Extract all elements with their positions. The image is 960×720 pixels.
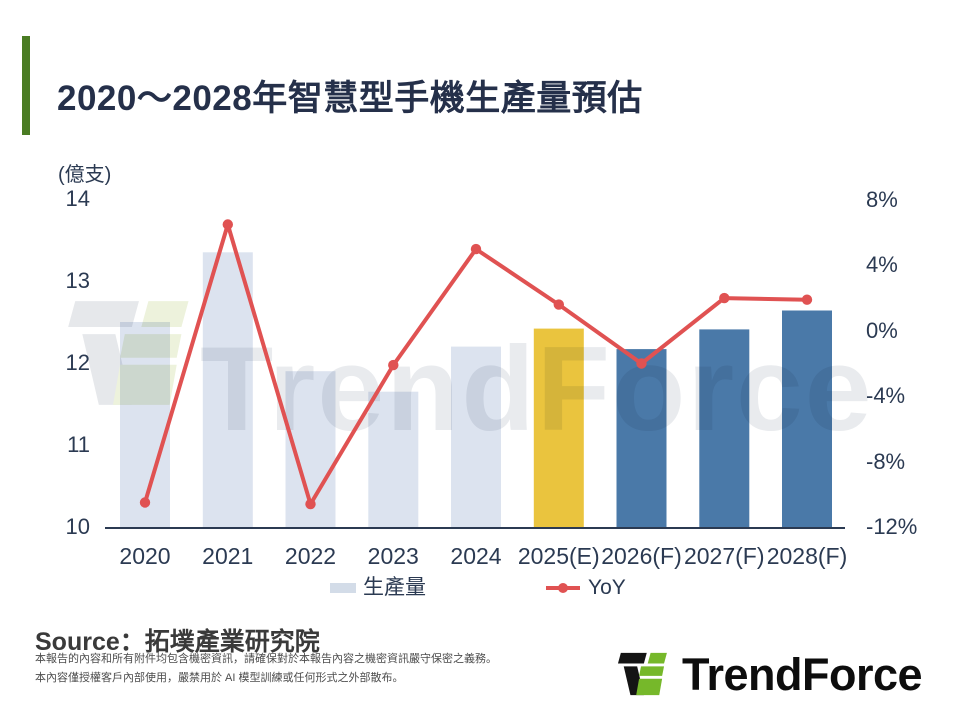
legend-production-item: 生產量 bbox=[330, 577, 426, 598]
x-axis-label: 2025(E) bbox=[517, 543, 600, 569]
yoy-point-2020 bbox=[139, 497, 151, 508]
yoy-point-2028f bbox=[801, 294, 813, 305]
y-axis-tick-left: 10 bbox=[65, 514, 90, 539]
x-axis-label: 2023 bbox=[367, 543, 419, 569]
y-axis-tick-left: 12 bbox=[65, 350, 90, 375]
header-accent-bar bbox=[22, 36, 30, 135]
x-axis-label: 2027(F) bbox=[683, 543, 765, 569]
y-axis-tick-left: 11 bbox=[67, 432, 90, 457]
y-axis-tick-right: -12% bbox=[866, 514, 918, 539]
disclaimer: 本報告的內容和所有附件均包含機密資訊，請確保對於本報告內容之機密資訊嚴守保密之義… bbox=[35, 650, 497, 688]
x-axis-label: 2028(F) bbox=[766, 543, 848, 569]
bar-2025e bbox=[533, 328, 584, 528]
yoy-line-icon bbox=[546, 582, 580, 593]
source-text: Source：拓墣產業研究院 bbox=[35, 628, 320, 656]
x-axis-label: 2026(F) bbox=[601, 543, 682, 569]
x-axis-label: 2024 bbox=[450, 543, 502, 569]
trendforce-logo-text: TrendForce bbox=[682, 648, 923, 700]
bar-2028f bbox=[782, 310, 832, 528]
y-axis-tick-right: -8% bbox=[866, 448, 906, 474]
disclaimer-line-1: 本報告的內容和所有附件均包含機密資訊，請確保對於本報告內容之機密資訊嚴守保密之義… bbox=[35, 653, 497, 665]
y-axis-tick-left: 13 bbox=[65, 268, 90, 293]
yoy-point-2026f bbox=[636, 358, 647, 369]
y-axis-tick-right: 4% bbox=[866, 252, 898, 278]
yoy-point-2027f bbox=[719, 292, 730, 304]
yoy-point-2023 bbox=[388, 359, 399, 371]
x-axis-label: 2020 bbox=[119, 543, 171, 569]
yoy-point-2021 bbox=[222, 219, 233, 230]
bar-2021 bbox=[202, 252, 253, 529]
bar-2026f bbox=[616, 349, 667, 528]
yoy-point-2025e bbox=[553, 299, 564, 310]
left-axis-unit-label: (億支) bbox=[58, 164, 112, 186]
production-swatch-icon bbox=[330, 582, 356, 593]
x-axis-label: 2021 bbox=[202, 543, 254, 569]
bar-2024 bbox=[451, 346, 501, 528]
yoy-line-series bbox=[139, 219, 813, 510]
y-axis-tick-right: -4% bbox=[866, 383, 906, 409]
watermark-text: TrendForce bbox=[200, 322, 874, 456]
trendforce-watermark-icon bbox=[68, 301, 189, 405]
yoy-point-2022 bbox=[305, 498, 316, 510]
y-axis-tick-left: 14 bbox=[65, 186, 90, 211]
trendforce-watermark: TrendForce bbox=[68, 301, 874, 456]
bar-2027f bbox=[699, 329, 750, 528]
trendforce-logo-icon bbox=[617, 652, 667, 696]
disclaimer-line-2: 本內容僅授權客戶內部使用，嚴禁用於 AI 模型訓練或任何形式之外部散布。 bbox=[35, 672, 404, 684]
legend-production-label: 生產量 bbox=[363, 576, 426, 599]
bar-2023 bbox=[368, 391, 419, 528]
y-axis-tick-right: 0% bbox=[866, 317, 898, 343]
x-axis-label: 2022 bbox=[284, 543, 337, 569]
trendforce-logo: TrendForce bbox=[612, 648, 923, 700]
page-title: 2020～2028年智慧型手機生產量預估 bbox=[57, 79, 643, 118]
y-axis-tick-right: 8% bbox=[866, 187, 898, 212]
legend-yoy-label: YoY bbox=[588, 576, 626, 599]
legend-yoy-item: YoY bbox=[545, 577, 626, 598]
yoy-point-2024 bbox=[470, 243, 482, 255]
